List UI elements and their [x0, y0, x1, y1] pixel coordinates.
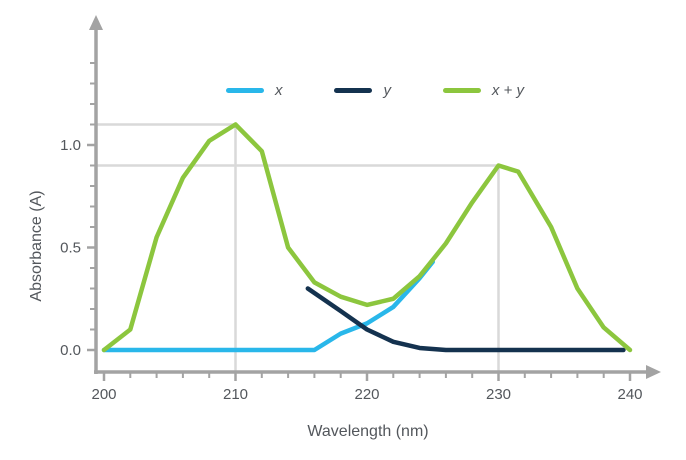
- x-tick-label: 230: [486, 386, 511, 403]
- legend-item-x: x: [226, 82, 283, 99]
- reference-line-0: [96, 123, 237, 372]
- y-axis-arrow: [89, 15, 103, 30]
- series-x-+-y: [101, 122, 633, 353]
- x-tick-label: 210: [223, 386, 248, 403]
- legend-swatch-y: [334, 88, 373, 93]
- legend-swatch-x-plus-y: [442, 88, 481, 93]
- x-tick-label: 240: [617, 386, 642, 403]
- legend: x y x + y: [226, 82, 524, 99]
- y-tick-label: 1.0: [60, 137, 81, 154]
- x-tick-label: 220: [354, 386, 379, 403]
- legend-label-y: y: [383, 82, 391, 99]
- reference-line-1: [96, 164, 500, 372]
- x-axis-title: Wavelength (nm): [307, 423, 429, 440]
- x-axis-arrow: [646, 365, 661, 379]
- y-axis-title: Absorbance (A): [28, 190, 45, 302]
- legend-item-y: y: [334, 82, 391, 99]
- legend-label-x-plus-y: x + y: [491, 82, 524, 99]
- y-tick-label: 0.0: [60, 342, 81, 359]
- legend-label-x: x: [275, 82, 283, 99]
- legend-item-x-plus-y: x + y: [442, 82, 524, 99]
- legend-swatch-x: [226, 88, 264, 93]
- series-y: [305, 286, 626, 353]
- y-tick-label: 0.5: [60, 240, 81, 257]
- x-tick-label: 200: [91, 386, 116, 403]
